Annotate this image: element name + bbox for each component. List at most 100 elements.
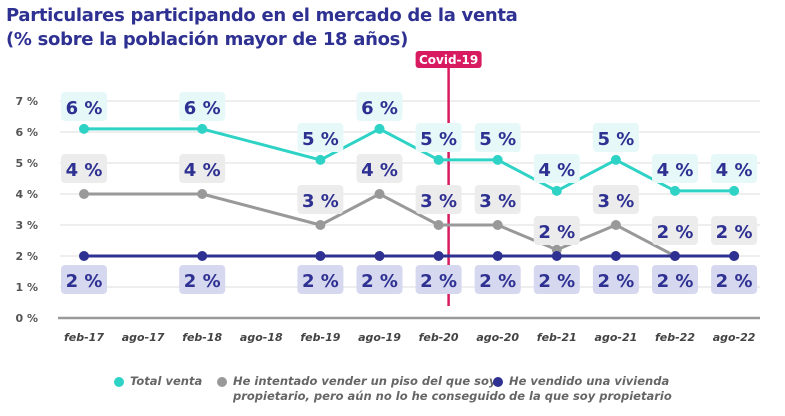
data-label-box (592, 185, 639, 214)
data-point (492, 154, 503, 165)
data-label: 5 % (302, 129, 339, 150)
data-label-box (356, 92, 403, 121)
y-tick-label: 3 % (15, 219, 38, 232)
data-label: 2 % (657, 271, 694, 292)
data-point (79, 251, 89, 261)
x-tick-label: feb-20 (419, 331, 459, 344)
data-label: 5 % (479, 129, 516, 150)
data-point (315, 251, 326, 261)
x-tick-label: ago-22 (713, 331, 756, 344)
series-0 (79, 123, 740, 196)
data-label: 3 % (302, 191, 339, 212)
covid-label-box (415, 51, 482, 68)
data-point (729, 185, 740, 196)
data-label: 3 % (597, 191, 634, 212)
x-tick-label: feb-18 (182, 331, 222, 344)
y-tick-label: 5 % (15, 157, 38, 170)
legend-marker-icon (493, 377, 503, 387)
data-point (433, 220, 444, 230)
data-label: 4 % (66, 160, 103, 181)
data-label-box (474, 265, 521, 294)
data-point (374, 189, 385, 199)
series-line (84, 192, 735, 258)
legend-label-line-1: He intentado vender un piso del que soy (233, 374, 497, 388)
legend-marker-icon (217, 377, 227, 387)
data-point (315, 154, 326, 165)
data-labels-0: 6 % 6 % 5 % 6 % 5 % 5 % 4 % 5 % 4 % 4 % (61, 92, 758, 183)
data-label-box (592, 123, 639, 152)
data-label: 3 % (479, 191, 516, 212)
data-label-box (711, 216, 758, 245)
data-label: 4 % (657, 160, 694, 181)
y-tick-label: 6 % (15, 126, 38, 139)
series-line (84, 127, 735, 193)
data-point (79, 123, 89, 134)
data-label-box (61, 265, 107, 294)
data-label: 2 % (716, 222, 753, 243)
x-tick-label: ago-18 (240, 331, 283, 344)
data-label: 2 % (597, 271, 634, 292)
x-tick-label: feb-19 (300, 331, 340, 344)
data-label: 2 % (66, 271, 103, 292)
data-label-box (179, 154, 226, 183)
data-label-box (297, 265, 344, 294)
data-label-box (652, 265, 698, 294)
data-label-box (711, 154, 758, 183)
legend-intentado-vender: He intentado vender un piso del que soy … (217, 374, 506, 404)
data-label-box (533, 154, 580, 183)
data-point (492, 251, 503, 261)
x-tick-label: ago-17 (122, 331, 165, 344)
data-label: 4 % (184, 160, 221, 181)
data-label: 5 % (597, 129, 634, 150)
x-tick-label: ago-20 (476, 331, 519, 344)
data-point (315, 220, 326, 230)
data-label-box (652, 216, 698, 245)
x-tick-label: feb-21 (537, 331, 577, 344)
y-tick-label: 1 % (15, 281, 38, 294)
data-label-box (533, 265, 580, 294)
data-label-box (592, 265, 639, 294)
data-label-box (474, 185, 521, 214)
data-label-box (179, 92, 226, 121)
data-label-box (415, 123, 462, 152)
data-point (670, 185, 680, 196)
data-point (197, 189, 208, 199)
covid-label: Covid-19 (419, 53, 478, 67)
series-2 (79, 251, 740, 261)
data-label: 2 % (302, 271, 339, 292)
data-point (492, 220, 503, 230)
data-label: 2 % (657, 222, 694, 243)
legend-label: Total venta (130, 374, 203, 388)
data-label-box (652, 154, 698, 183)
data-label: 5 % (420, 129, 457, 150)
y-tick-label: 0 % (15, 312, 38, 325)
data-label-box (179, 265, 226, 294)
data-label: 2 % (184, 271, 221, 292)
data-point (197, 251, 208, 261)
x-tick-label: ago-19 (358, 331, 401, 344)
data-label: 2 % (538, 271, 575, 292)
data-label: 2 % (420, 271, 457, 292)
x-tick-label: feb-22 (655, 331, 695, 344)
data-point (729, 251, 740, 261)
data-label: 6 % (361, 98, 398, 119)
legend-marker-icon (114, 377, 124, 387)
data-point (610, 251, 621, 261)
x-tick-label: feb-17 (64, 331, 104, 344)
data-point (374, 251, 385, 261)
data-label-box (415, 265, 462, 294)
data-label-box (297, 123, 344, 152)
title-line-1: Particulares participando en el mercado … (6, 5, 518, 26)
y-tick-label: 2 % (15, 250, 38, 263)
data-label-box (61, 92, 107, 121)
data-label: 2 % (479, 271, 516, 292)
data-label-box (297, 185, 344, 214)
data-labels-1: 4 % 4 % 3 % 4 % 3 % 3 % 2 % 3 % 2 % 2 % (61, 154, 758, 245)
data-label-box (415, 185, 462, 214)
data-label-box (533, 216, 580, 245)
data-point (551, 251, 562, 261)
data-label: 4 % (538, 160, 575, 181)
legend-total-venta: Total venta (114, 374, 203, 389)
data-label: 4 % (716, 160, 753, 181)
